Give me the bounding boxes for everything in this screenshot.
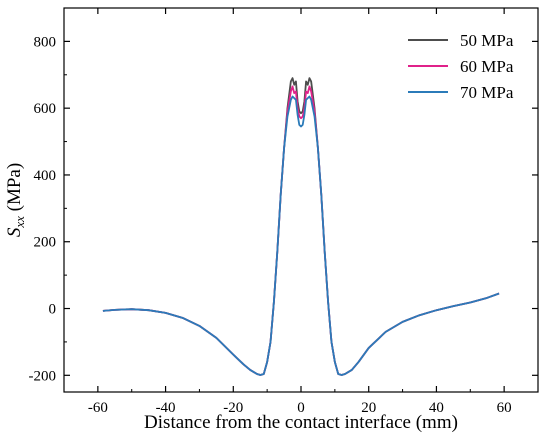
y-axis-label: Sxx (MPa) [4, 163, 27, 237]
legend: 50 MPa 60 MPa 70 MPa [408, 31, 514, 102]
y-tick-label: 800 [34, 34, 57, 50]
y-axis-label-main: S [4, 227, 25, 237]
x-tick-label: 20 [361, 400, 376, 416]
legend-label: 50 MPa [460, 31, 514, 50]
legend-label: 60 MPa [460, 57, 514, 76]
series-layer [102, 77, 500, 376]
x-tick-label: -60 [88, 400, 108, 416]
y-axis-label-unit: (MPa) [4, 163, 25, 216]
y-tick-label: 200 [34, 235, 57, 251]
x-tick-label: 0 [297, 400, 305, 416]
y-tick-label: 0 [49, 302, 57, 318]
legend-label: 70 MPa [460, 83, 514, 102]
y-tick-label: 400 [34, 168, 57, 184]
x-tick-label: 40 [429, 400, 444, 416]
y-axis-label-subscript: xx [12, 216, 27, 229]
x-tick-label: 60 [497, 400, 512, 416]
series-line-70-mpa [102, 95, 500, 376]
y-tick-label: 600 [34, 101, 57, 117]
x-tick-label: -20 [223, 400, 243, 416]
y-tick-label: -200 [29, 368, 57, 384]
x-axis-label: Distance from the contact interface (mm) [144, 412, 458, 433]
x-tick-label: -40 [156, 400, 176, 416]
